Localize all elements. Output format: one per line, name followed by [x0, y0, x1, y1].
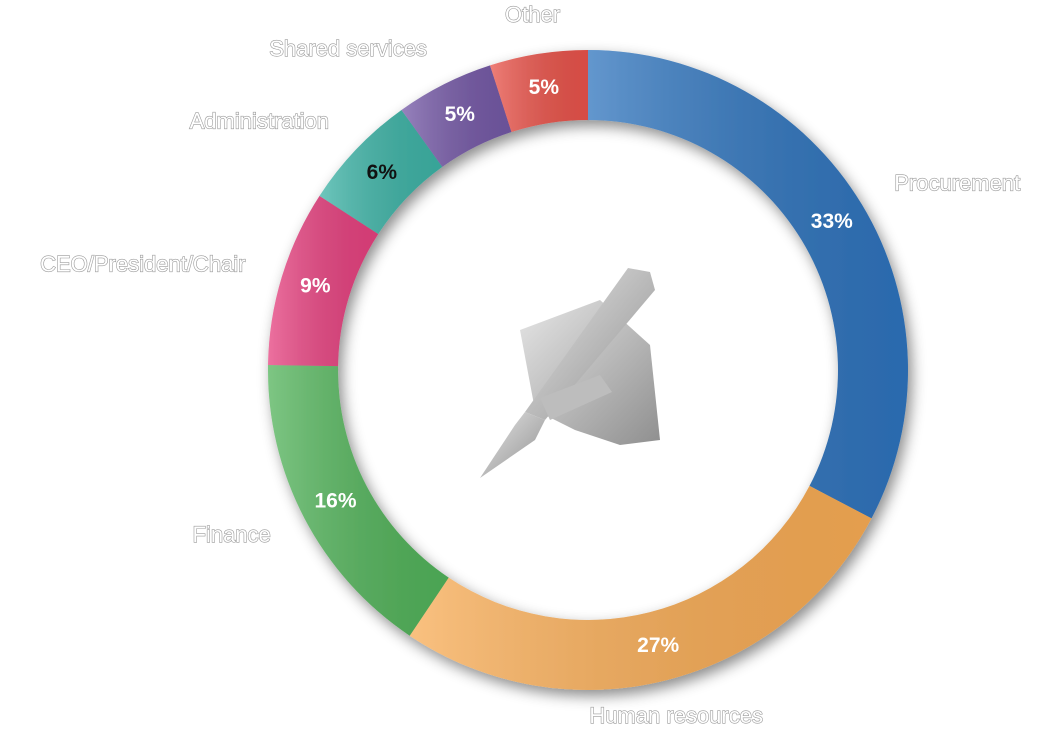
category-label: Finance — [193, 522, 271, 547]
category-label: Other — [505, 2, 560, 27]
slice-sheen — [409, 485, 872, 691]
value-label: 5% — [445, 103, 476, 126]
category-label: Human resources — [589, 703, 763, 728]
slice-sheen — [401, 65, 512, 167]
category-label: CEO/President/Chair — [40, 252, 245, 277]
category-label: Administration — [190, 109, 329, 134]
slice-sheen — [319, 109, 443, 234]
value-label: 6% — [367, 161, 398, 184]
donut — [268, 50, 908, 691]
value-label: 33% — [811, 210, 853, 233]
pen-icon — [480, 268, 660, 478]
value-label: 9% — [300, 275, 331, 298]
slice-sheen — [268, 365, 449, 636]
value-label: 27% — [637, 634, 679, 657]
slice-sheen — [490, 50, 588, 132]
value-label: 5% — [529, 76, 560, 99]
value-label: 16% — [314, 490, 356, 513]
category-label: Procurement — [894, 170, 1020, 195]
category-label: Shared services — [269, 36, 427, 61]
slice-sheen — [268, 195, 379, 367]
slice-sheen — [588, 50, 908, 519]
